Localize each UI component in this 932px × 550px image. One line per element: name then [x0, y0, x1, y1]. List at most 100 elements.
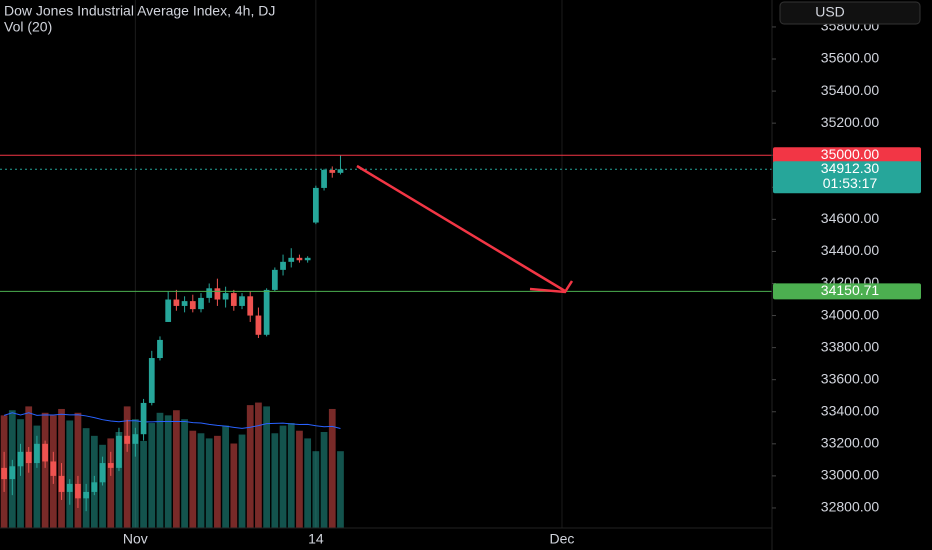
- y-tick-label: 32800.00: [821, 499, 880, 515]
- price-label: 35000.00: [821, 146, 880, 162]
- volume-bar: [123, 406, 131, 528]
- candle-body: [9, 466, 16, 480]
- volume-bar: [263, 406, 271, 528]
- candle-body: [75, 483, 81, 499]
- candle-body: [66, 483, 73, 492]
- candle-body: [288, 257, 295, 262]
- arrow-drawing: [356, 164, 574, 294]
- candles: [1, 155, 344, 512]
- y-tick-label: 33200.00: [821, 435, 880, 451]
- volume-bar: [214, 435, 221, 528]
- candle-body: [58, 475, 65, 492]
- candle-body: [230, 293, 237, 306]
- volume-bar: [337, 451, 344, 528]
- volume-bar: [82, 428, 90, 528]
- y-tick-label: 34600.00: [821, 210, 880, 226]
- volume-bar: [312, 451, 320, 528]
- volume-bar: [296, 430, 303, 528]
- currency-label[interactable]: USD: [815, 4, 845, 20]
- candle-body: [239, 296, 245, 306]
- candle-body: [107, 463, 114, 468]
- volume-bar: [279, 425, 287, 528]
- countdown-label: 01:53:17: [823, 175, 878, 191]
- candle-body: [255, 315, 262, 335]
- candle-body: [116, 435, 122, 468]
- last-price-label: 34912.30: [821, 160, 880, 176]
- arrow-head: [529, 280, 574, 294]
- volume-bar: [115, 432, 123, 528]
- y-tick-label: 35200.00: [821, 114, 880, 130]
- candle-body: [25, 451, 32, 464]
- candle-body: [1, 467, 7, 480]
- candle-body: [124, 435, 131, 444]
- price-lines: [0, 154, 772, 292]
- candle-body: [148, 358, 155, 403]
- candle-body: [140, 402, 147, 435]
- candle-body: [247, 296, 254, 316]
- price-axis: Nov 14 Dec 32800.00 33000.00 33200.00 33400.00…: [123, 18, 921, 547]
- volume-bar: [131, 419, 139, 528]
- y-tick-label: 33600.00: [821, 370, 880, 386]
- volume-bar: [164, 415, 172, 528]
- volume-bar: [238, 434, 246, 528]
- volume-bar: [181, 419, 188, 528]
- volume-bar: [328, 408, 336, 528]
- y-tick-label: 34000.00: [821, 306, 880, 322]
- volume-bar: [271, 433, 279, 528]
- volume-ma: [3, 412, 341, 429]
- candle-body: [173, 299, 180, 306]
- price-label-box: [773, 283, 921, 300]
- price-label-box: [773, 147, 921, 164]
- volume-bar: [246, 405, 254, 528]
- volume-bar: [173, 410, 180, 528]
- volume-bar: [304, 438, 312, 528]
- volume-bar: [156, 412, 164, 528]
- volume-bar: [255, 402, 262, 528]
- volume-bar: [66, 420, 74, 528]
- currency-button[interactable]: [779, 1, 921, 25]
- volume-bar: [41, 412, 49, 528]
- candle-body: [263, 289, 270, 335]
- x-tick-label: Nov: [123, 531, 148, 547]
- volume-bar: [287, 423, 295, 528]
- candle-body: [337, 169, 344, 173]
- volume-bar: [148, 423, 156, 528]
- y-tick-label: 35600.00: [821, 50, 880, 66]
- candle-body: [50, 461, 57, 476]
- candle-body: [189, 301, 196, 310]
- volume-bar: [107, 438, 115, 528]
- volume-bar: [222, 425, 229, 528]
- candle-body: [304, 257, 311, 261]
- candle-body: [83, 491, 90, 499]
- volume-bar: [197, 433, 205, 528]
- volume-title: Vol (20): [4, 19, 52, 35]
- volume-bar: [230, 443, 238, 528]
- candle-body: [42, 443, 48, 462]
- volume-bar: [33, 425, 41, 528]
- price-label: 34150.71: [821, 282, 880, 298]
- candle-body: [181, 301, 188, 306]
- candle-body: [214, 288, 221, 300]
- last-price-box: [773, 161, 921, 194]
- y-tick-label: 33000.00: [821, 467, 880, 483]
- candle-body: [17, 451, 24, 467]
- candle-body: [132, 434, 139, 444]
- x-tick-label: Dec: [550, 531, 575, 547]
- y-tick-label: 34400.00: [821, 242, 880, 258]
- candle-body: [321, 169, 327, 188]
- y-tick-label: 35400.00: [821, 82, 880, 98]
- y-tick-label: 33800.00: [821, 338, 880, 354]
- candle-body: [271, 269, 278, 290]
- volume-bar: [189, 430, 197, 528]
- candle-body: [312, 187, 319, 223]
- y-tick-label: 33400.00: [821, 402, 880, 418]
- candle-body: [165, 299, 172, 322]
- volume-bar: [140, 440, 147, 528]
- candle-body: [329, 169, 336, 173]
- volume-bar: [320, 432, 328, 528]
- candle-body: [157, 339, 163, 359]
- candle-body: [296, 257, 303, 261]
- volume-bar: [99, 444, 106, 528]
